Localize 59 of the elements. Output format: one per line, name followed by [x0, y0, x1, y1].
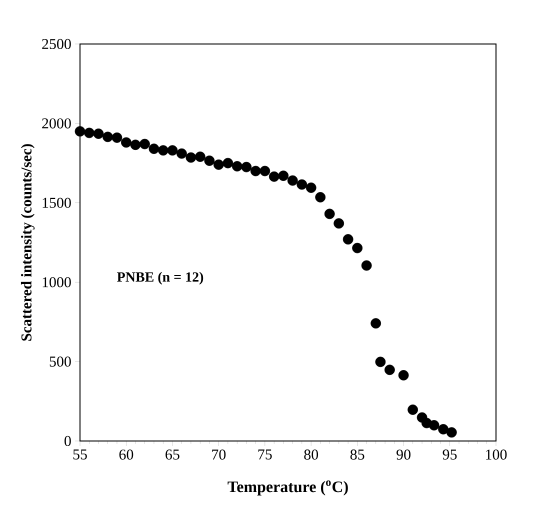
point: [102, 132, 113, 142]
point: [260, 166, 270, 176]
point: [398, 370, 409, 380]
point: [213, 159, 224, 170]
x-tick-label: 80: [304, 450, 318, 460]
point: [408, 404, 418, 415]
point: [370, 318, 382, 329]
point: [361, 260, 372, 271]
x-tick-label: 100: [486, 450, 507, 460]
point: [232, 161, 242, 172]
point: [278, 170, 289, 181]
y-tick-label: 500: [50, 356, 71, 367]
point: [148, 144, 160, 154]
point: [194, 152, 206, 162]
y-axis-title: Scattered intensity (counts/sec): [20, 144, 35, 341]
point: [176, 148, 187, 159]
y-tick-label: 2500: [42, 38, 71, 50]
y-tick-label: 1000: [42, 277, 71, 288]
point: [84, 128, 94, 138]
point: [287, 175, 298, 186]
point: [204, 156, 215, 166]
point: [186, 152, 196, 163]
x-tick-label: 70: [212, 450, 226, 460]
x-axis-title: Temperature ($^{o}$C): [228, 480, 348, 496]
point: [268, 171, 280, 182]
x-tick-label: 95: [442, 450, 457, 460]
annotation: PNBE (n = 12): [117, 272, 204, 285]
point: [352, 242, 363, 254]
point: [375, 356, 386, 368]
y-tick-label: 1500: [42, 198, 71, 208]
x-tick-label: 65: [166, 450, 180, 460]
x-tick-label: 90: [396, 450, 410, 460]
point: [167, 145, 178, 156]
point: [306, 182, 316, 193]
y-tick-label: 0: [64, 436, 71, 446]
point: [93, 128, 104, 139]
point: [241, 162, 252, 172]
x-tick-label: 55: [73, 450, 87, 460]
point: [222, 158, 234, 168]
point: [130, 140, 141, 150]
x-tick-label: 60: [119, 450, 134, 460]
point: [342, 234, 354, 245]
point: [74, 126, 86, 137]
point: [315, 192, 326, 202]
point: [250, 166, 261, 176]
x-tick-label: 85: [350, 450, 364, 460]
point: [324, 208, 335, 220]
point: [438, 424, 449, 434]
x-tick-label: 75: [258, 450, 272, 460]
point: [112, 132, 122, 143]
point: [296, 179, 308, 190]
point: [428, 420, 440, 430]
point: [158, 145, 168, 156]
y-tick-label: 2000: [42, 118, 71, 128]
point: [140, 138, 150, 150]
point: [334, 218, 344, 229]
point: [121, 137, 132, 148]
point: [446, 427, 457, 438]
point: [384, 364, 395, 376]
